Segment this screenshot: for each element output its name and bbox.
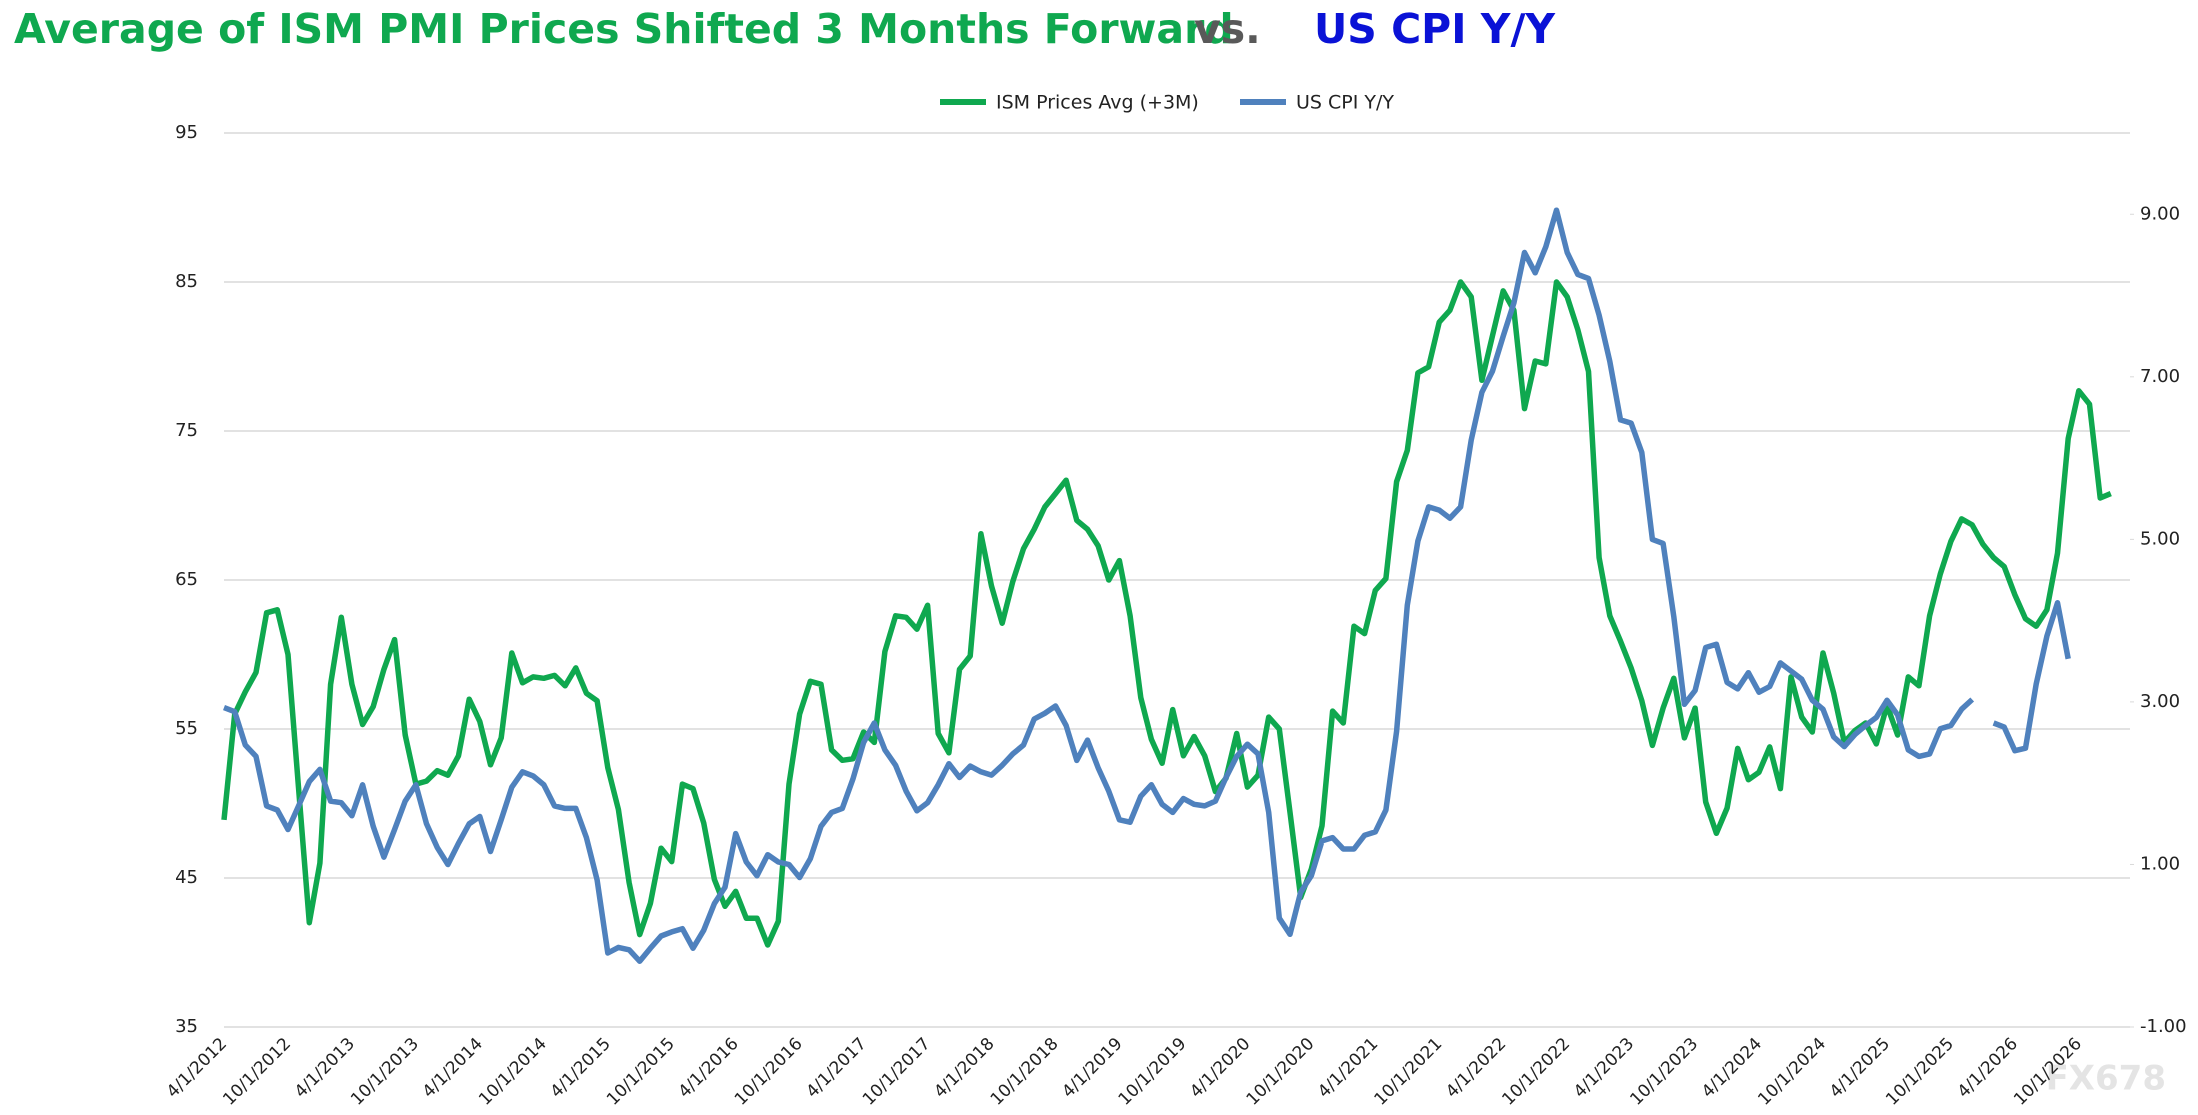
x-tick-label: 4/1/2013 (291, 1034, 359, 1102)
x-tick-label: 4/1/2012 (163, 1034, 231, 1102)
x-tick-label: 10/1/2012 (219, 1034, 295, 1110)
x-tick-label: 4/1/2021 (1314, 1034, 1382, 1102)
y2-tick-label: -1.00 (2140, 1016, 2187, 1037)
x-tick-label: 10/1/2016 (731, 1034, 807, 1110)
legend-label: US CPI Y/Y (1296, 92, 1394, 114)
y2-tick-label: 5.00 (2140, 528, 2180, 549)
series-line (223, 207, 2071, 964)
chart-title-part: US CPI Y/Y (1314, 5, 1556, 53)
y-tick-label: 45 (175, 867, 198, 888)
y2-tick-label: 7.00 (2140, 366, 2180, 387)
legend-label: ISM Prices Avg (+3M) (996, 92, 1199, 114)
y-tick-label: 75 (175, 420, 198, 441)
x-tick-label: 4/1/2024 (1698, 1034, 1766, 1102)
x-tick-label: 10/1/2019 (1115, 1034, 1191, 1110)
x-tick-label: 4/1/2017 (803, 1034, 871, 1102)
y-tick-label: 65 (175, 569, 198, 590)
x-tick-label: 4/1/2015 (547, 1034, 615, 1102)
y2-tick-label: 3.00 (2140, 691, 2180, 712)
y-tick-label: 35 (175, 1016, 198, 1037)
x-tick-label: 4/1/2023 (1570, 1034, 1638, 1102)
x-tick-label: 10/1/2024 (1754, 1034, 1830, 1110)
x-tick-label: 10/1/2022 (1498, 1034, 1574, 1110)
x-tick-label: 10/1/2023 (1626, 1034, 1702, 1110)
x-tick-label: 10/1/2013 (347, 1034, 423, 1110)
y-tick-label: 55 (175, 718, 198, 739)
x-tick-label: 4/1/2026 (1954, 1034, 2022, 1102)
chart-title-part: Average of ISM PMI Prices Shifted 3 Mont… (14, 5, 1234, 53)
x-tick-label: 10/1/2018 (987, 1034, 1063, 1110)
x-tick-label: 4/1/2014 (419, 1034, 487, 1102)
x-tick-label: 4/1/2018 (930, 1034, 998, 1102)
x-tick-label: 4/1/2019 (1058, 1034, 1126, 1102)
x-tick-label: 10/1/2014 (475, 1034, 551, 1110)
series-line (221, 279, 2112, 948)
x-tick-label: 4/1/2020 (1186, 1034, 1254, 1102)
x-tick-label: 4/1/2022 (1442, 1034, 1510, 1102)
x-tick-label: 10/1/2015 (603, 1034, 679, 1110)
y2-tick-label: 9.00 (2140, 203, 2180, 224)
y-tick-label: 95 (175, 122, 198, 143)
x-tick-label: 10/1/2017 (859, 1034, 935, 1110)
x-tick-label: 10/1/2025 (1882, 1034, 1958, 1110)
chart-title-part: vs. (1194, 5, 1261, 53)
x-tick-label: 4/1/2016 (675, 1034, 743, 1102)
x-tick-label: 4/1/2025 (1826, 1034, 1894, 1102)
y-tick-label: 85 (175, 271, 198, 292)
watermark: FX678 (2046, 1059, 2166, 1099)
y2-tick-label: 1.00 (2140, 853, 2180, 874)
x-tick-label: 10/1/2020 (1243, 1034, 1319, 1110)
x-tick-label: 10/1/2021 (1371, 1034, 1447, 1110)
